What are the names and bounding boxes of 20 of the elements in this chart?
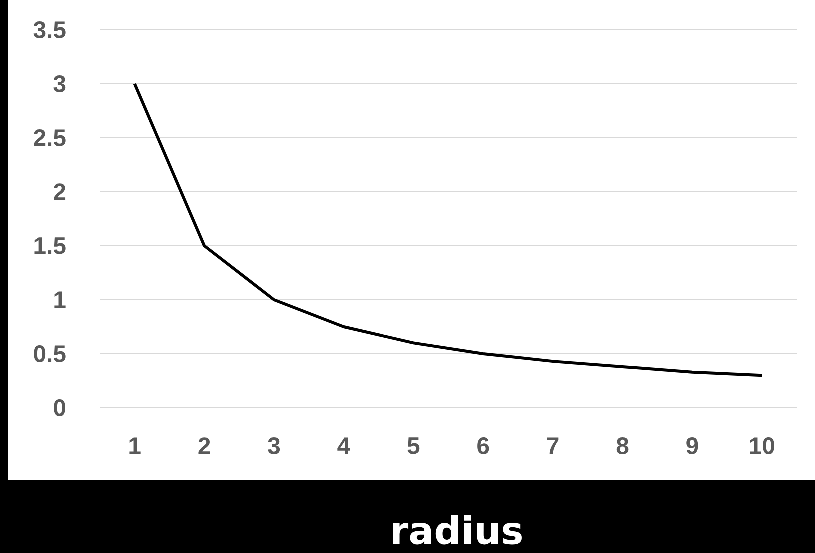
x-tick-label: 6	[478, 438, 490, 454]
y-tick-label: 2	[54, 184, 66, 200]
y-tick-label: 1.5	[34, 238, 66, 254]
x-tick-label: 9	[686, 438, 698, 454]
x-tick-label: 1	[130, 438, 141, 454]
y-tick-label: 2.5	[34, 130, 66, 146]
x-tick-label: 7	[547, 438, 559, 454]
x-tick-label: 10	[750, 438, 774, 454]
x-axis-title: radius	[393, 515, 522, 545]
y-tick-label: 1	[54, 292, 66, 308]
x-tick-label: 3	[268, 438, 280, 454]
y-tick-label: 3.5	[34, 22, 66, 38]
x-tick-label: 5	[408, 438, 420, 454]
line-series	[133, 82, 764, 378]
x-tick-label: 4	[338, 438, 350, 454]
x-tick-label: 2	[198, 438, 210, 454]
y-tick-label: 3	[54, 76, 66, 92]
x-tick-label: 8	[616, 438, 629, 454]
y-tick-label: 0.5	[34, 346, 66, 362]
y-tick-label: 0	[54, 400, 66, 416]
